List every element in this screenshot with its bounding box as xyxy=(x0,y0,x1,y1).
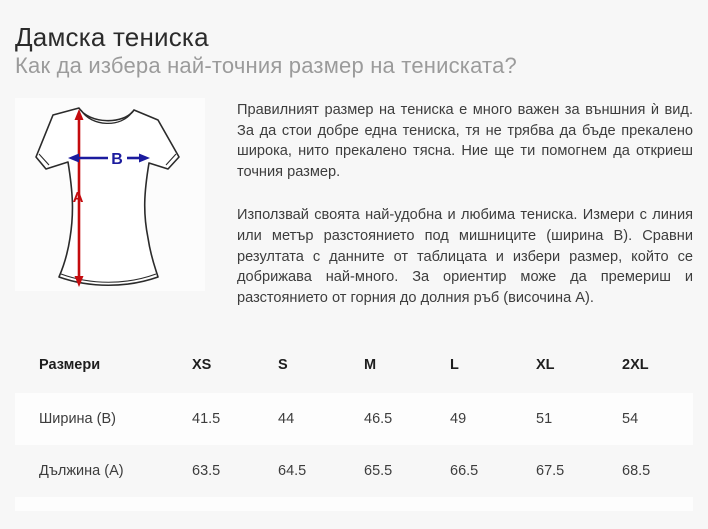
table-cell: 68.5 xyxy=(622,463,651,479)
table-cell: 46.5 xyxy=(364,411,393,427)
intro-paragraph-2: Използвай своята най-удобна и любима тен… xyxy=(237,207,693,306)
table-header-xs: XS xyxy=(192,357,212,373)
intro-paragraph-1: Правилният размер на тениска е много важ… xyxy=(237,102,693,180)
table-cell: 44 xyxy=(278,411,295,427)
collar-inner-line xyxy=(80,109,133,124)
width-arrow-label: B xyxy=(111,151,123,168)
table-cell: 65.5 xyxy=(364,463,393,479)
tshirt-outline xyxy=(35,107,180,286)
page-subtitle: Как да избера най-точния размер на тенис… xyxy=(15,53,517,78)
row-label-length: Дължина (A) xyxy=(39,463,124,479)
tshirt-body xyxy=(35,107,180,286)
table-cell: 49 xyxy=(450,411,467,427)
left-cuff-stitch-line xyxy=(38,153,50,166)
width-arrow-head-left xyxy=(68,153,79,163)
height-arrow-head-bottom xyxy=(74,276,84,287)
table-cell: 67.5 xyxy=(536,463,565,479)
table-header-s: S xyxy=(278,357,288,373)
height-arrow-label: A xyxy=(73,189,84,206)
table-cell: 63.5 xyxy=(192,463,221,479)
table-header-2xl: 2XL xyxy=(622,357,649,373)
height-arrow-head-top xyxy=(74,109,84,120)
size-table: Размери XS S M L XL 2XL Ширина (B) 41.5 … xyxy=(15,337,693,511)
table-header-xl: XL xyxy=(536,357,555,373)
width-arrow: B xyxy=(68,151,150,168)
table-header-m: M xyxy=(364,357,377,373)
hem-stitch-line xyxy=(60,273,157,283)
tshirt-diagram: A B xyxy=(35,107,180,287)
table-footer-strip xyxy=(15,497,693,511)
table-row-length: Дължина (A) 63.5 64.5 65.5 66.5 67.5 68.… xyxy=(15,445,693,497)
width-arrow-head-right xyxy=(139,153,150,163)
intro-text: Правилният размер на тениска е много важ… xyxy=(237,100,693,308)
page-title: Дамска тениска xyxy=(15,22,209,52)
table-header-l: L xyxy=(450,357,459,373)
right-cuff-stitch-line xyxy=(165,153,177,166)
height-arrow: A xyxy=(73,109,84,287)
table-cell: 41.5 xyxy=(192,411,221,427)
table-cell: 66.5 xyxy=(450,463,479,479)
table-row-width: Ширина (B) 41.5 44 46.5 49 51 54 xyxy=(15,393,693,445)
size-table-header-row: Размери XS S M L XL 2XL xyxy=(15,337,693,393)
table-cell: 64.5 xyxy=(278,463,307,479)
table-header-sizes: Размери xyxy=(39,357,101,373)
table-cell: 51 xyxy=(536,411,553,427)
tshirt-measurement-figure: A B xyxy=(15,98,205,291)
row-label-width: Ширина (B) xyxy=(39,411,116,427)
table-cell: 54 xyxy=(622,411,639,427)
